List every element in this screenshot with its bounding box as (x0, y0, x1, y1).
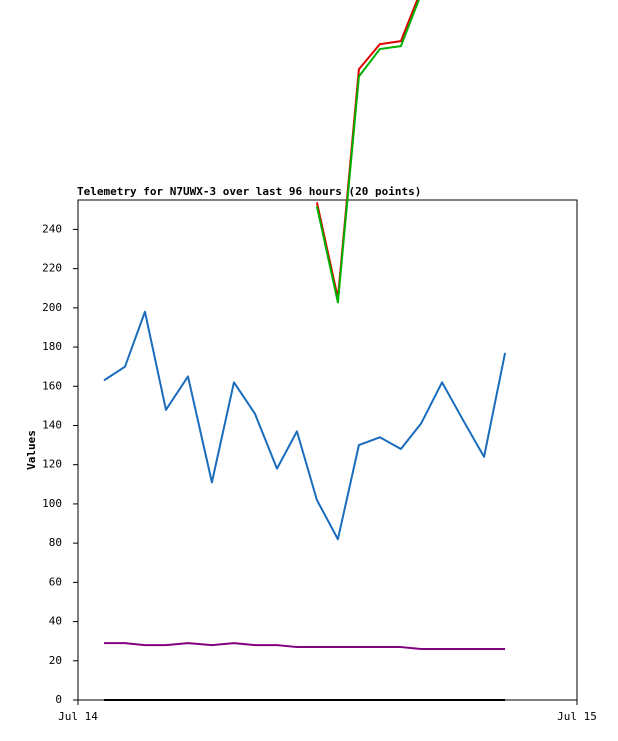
y-tick-label: 160 (42, 379, 62, 392)
series-line (315, 0, 420, 304)
y-tick-label: 40 (49, 615, 62, 628)
y-tick-label: 240 (42, 222, 62, 235)
y-tick-label: 0 (55, 693, 62, 706)
y-tick-label: 120 (42, 458, 62, 471)
series-line (315, 0, 419, 300)
x-tick-label: Jul 15 (557, 710, 597, 723)
plot-frame (77, 199, 578, 701)
series-line (103, 642, 506, 651)
y-tick-label: 60 (49, 575, 62, 588)
chart-title: Telemetry for N7UWX-3 over last 96 hours… (77, 185, 421, 198)
y-tick-label: 140 (42, 418, 62, 431)
y-tick-label: 20 (49, 654, 62, 667)
y-axis-label: Values (25, 430, 38, 470)
y-tick-label: 80 (49, 536, 62, 549)
y-tick-label: 220 (42, 262, 62, 275)
x-tick-label: Jul 14 (58, 710, 98, 723)
y-tick-label: 100 (42, 497, 62, 510)
y-tick-label: 180 (42, 340, 62, 353)
series-line (103, 310, 507, 541)
y-tick-label: 200 (42, 301, 62, 314)
